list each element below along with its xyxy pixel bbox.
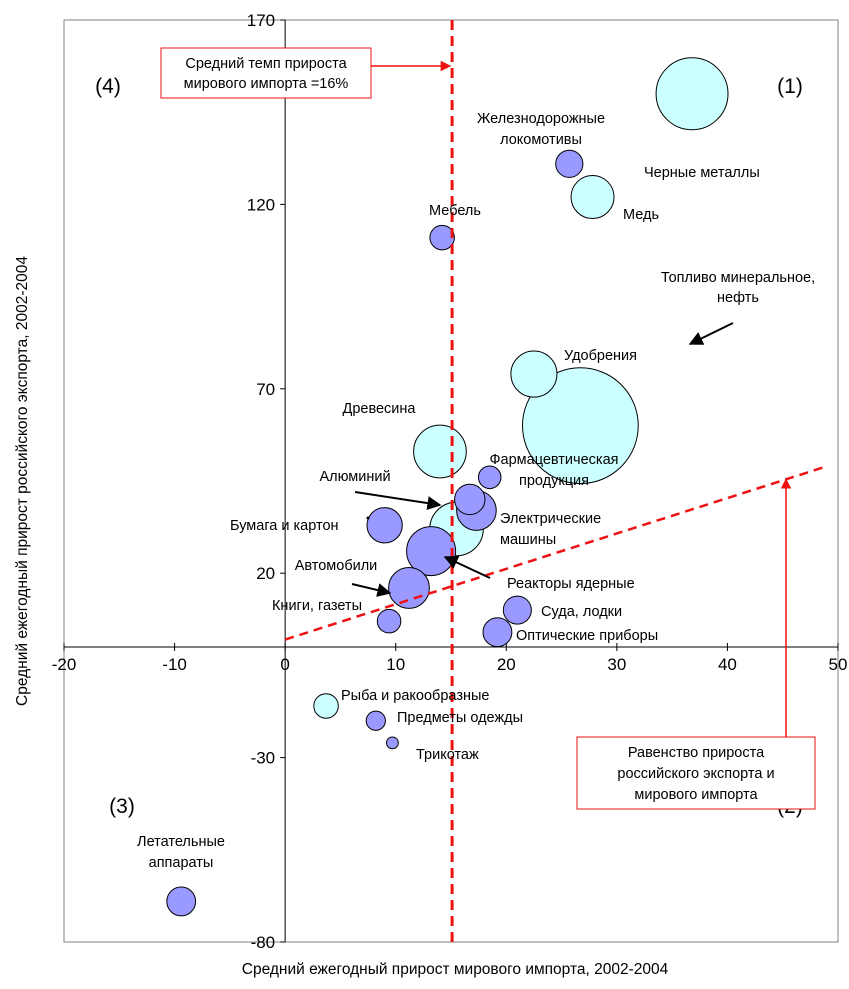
x-tick-label: 40 xyxy=(718,655,737,674)
bubble xyxy=(386,736,399,750)
bubble xyxy=(510,350,558,398)
bubble xyxy=(477,465,502,490)
bubble-label: Мебель xyxy=(429,203,481,219)
bubble xyxy=(570,175,615,220)
bubble xyxy=(388,567,430,609)
avg-callout-box xyxy=(160,47,372,99)
bubble xyxy=(413,424,467,479)
equality-line xyxy=(284,465,828,641)
bubble-label: Книги, газеты xyxy=(272,598,362,614)
bubble xyxy=(376,608,402,634)
x-tick-label: -10 xyxy=(162,655,187,674)
bubble xyxy=(429,224,455,251)
bubble xyxy=(502,595,532,625)
quadrant-label: (3) xyxy=(109,795,135,818)
y-tick-label: -80 xyxy=(251,933,276,952)
equality-callout-text: российского экспорта и xyxy=(617,766,774,782)
bubble xyxy=(482,617,513,648)
aluminium-pointer-arrow xyxy=(354,491,442,511)
x-axis-title: Средний ежегодный прирост мирового импор… xyxy=(242,961,669,978)
bubble-label: Алюминий xyxy=(319,469,390,485)
bubble-label: Летательные xyxy=(137,834,225,850)
bubble xyxy=(555,149,584,178)
bubble-label: Суда, лодки xyxy=(541,604,622,620)
bubble-label: продукция xyxy=(519,473,589,489)
bubble xyxy=(365,710,386,731)
bubble-label: Автомобили xyxy=(295,558,378,574)
bubble xyxy=(166,886,197,917)
bubble-label: Предметы одежды xyxy=(397,710,523,726)
bubble xyxy=(454,483,486,516)
bubble-label: Фармацевтическая xyxy=(490,452,619,468)
y-tick-label: 170 xyxy=(247,11,275,30)
automobiles-pointer-arrow xyxy=(351,583,392,597)
bubble xyxy=(655,57,729,131)
y-tick-label: 70 xyxy=(256,380,275,399)
quadrant-label: (1) xyxy=(777,75,803,98)
paper-marker-dot xyxy=(366,516,370,520)
bubble-label: Железнодорожные xyxy=(477,111,605,127)
y-tick-label: 120 xyxy=(247,195,275,214)
fuel-pointer-arrow xyxy=(688,322,734,345)
x-tick-label: -20 xyxy=(52,655,77,674)
bubble-label: Древесина xyxy=(343,401,417,417)
bubble-label: Рыба и ракообразные xyxy=(341,688,489,704)
bubble-label: Реакторы ядерные xyxy=(507,576,635,592)
reactors-pointer-arrow xyxy=(443,555,491,579)
equality-callout-text: Равенство прироста xyxy=(628,745,765,761)
x-tick-label: 20 xyxy=(497,655,516,674)
bubble-label: Бумага и картон xyxy=(230,518,339,534)
y-tick-label: 20 xyxy=(256,564,275,583)
bubble xyxy=(313,693,339,719)
bubble-label: Черные металлы xyxy=(644,165,760,181)
x-tick-label: 0 xyxy=(280,655,289,674)
bubble-label: нефть xyxy=(717,290,759,306)
avg-callout-text: Средний темп прироста xyxy=(185,56,347,72)
avg-callout-text: мирового импорта =16% xyxy=(184,76,349,92)
bubble-label: Электрические xyxy=(500,511,601,527)
equality-callout-box xyxy=(576,736,816,810)
bubble-label: аппараты xyxy=(149,855,214,871)
bubble-label: Удобрения xyxy=(564,348,637,364)
bubble-label: машины xyxy=(500,532,556,548)
bubble-label: Медь xyxy=(623,207,659,223)
y-tick-label: -30 xyxy=(251,749,276,768)
quadrant-label: (4) xyxy=(95,75,121,98)
bubble-label: локомотивы xyxy=(500,132,582,148)
bubble-label: Топливо минеральное, xyxy=(661,270,815,286)
bubble xyxy=(366,507,403,544)
bubble xyxy=(521,367,639,485)
bubble-label: Трикотаж xyxy=(416,747,479,763)
x-tick-label: 10 xyxy=(386,655,405,674)
x-tick-label: 50 xyxy=(829,655,848,674)
bubble-label: Оптические приборы xyxy=(516,628,658,644)
y-axis-title: Средний ежегодный прирост российского эк… xyxy=(14,256,31,706)
bubble xyxy=(406,526,457,577)
equality-callout-text: мирового импорта xyxy=(634,787,758,803)
x-tick-label: 30 xyxy=(607,655,626,674)
